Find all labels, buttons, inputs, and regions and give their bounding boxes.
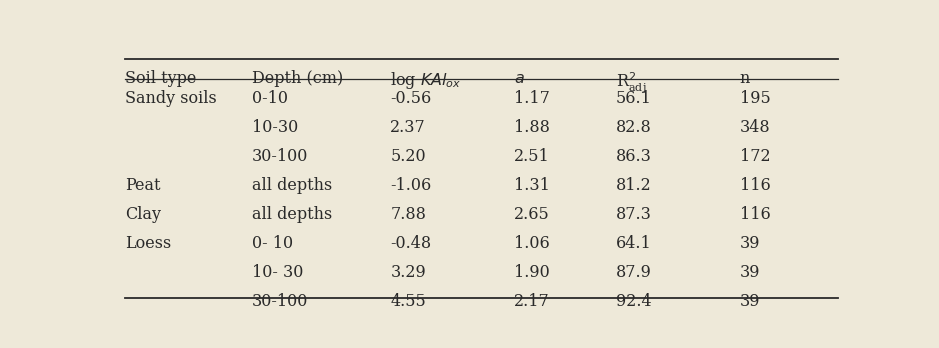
Text: Clay: Clay [125,206,161,223]
Text: 87.9: 87.9 [616,264,652,280]
Text: 172: 172 [740,148,770,165]
Text: 116: 116 [740,177,770,194]
Text: -0.56: -0.56 [391,90,432,107]
Text: 0- 10: 0- 10 [252,235,293,252]
Text: 1.90: 1.90 [514,264,549,280]
Text: $a$: $a$ [514,70,525,87]
Text: 2.65: 2.65 [514,206,549,223]
Text: 86.3: 86.3 [616,148,652,165]
Text: Depth (cm): Depth (cm) [252,70,344,87]
Text: 195: 195 [740,90,770,107]
Text: 64.1: 64.1 [616,235,652,252]
Text: 3.29: 3.29 [391,264,426,280]
Text: 10- 30: 10- 30 [252,264,303,280]
Text: 30-100: 30-100 [252,293,308,310]
Text: 4.55: 4.55 [391,293,426,310]
Text: all depths: all depths [252,177,332,194]
Text: Peat: Peat [125,177,161,194]
Text: 92.4: 92.4 [616,293,652,310]
Text: n: n [740,70,750,87]
Text: 39: 39 [740,235,760,252]
Text: 87.3: 87.3 [616,206,652,223]
Text: all depths: all depths [252,206,332,223]
Text: 1.88: 1.88 [514,119,550,136]
Text: 82.8: 82.8 [616,119,652,136]
Text: 10-30: 10-30 [252,119,299,136]
Text: -0.48: -0.48 [391,235,431,252]
Text: 2.17: 2.17 [514,293,549,310]
Text: log $KAl_{ox}$: log $KAl_{ox}$ [391,70,462,91]
Text: Loess: Loess [125,235,171,252]
Text: 81.2: 81.2 [616,177,652,194]
Text: 0-10: 0-10 [252,90,288,107]
Text: Sandy soils: Sandy soils [125,90,216,107]
Text: 56.1: 56.1 [616,90,652,107]
Text: Soil type: Soil type [125,70,196,87]
Text: 2.51: 2.51 [514,148,549,165]
Text: 116: 116 [740,206,770,223]
Text: 1.06: 1.06 [514,235,549,252]
Text: 7.88: 7.88 [391,206,426,223]
Text: 348: 348 [740,119,770,136]
Text: 39: 39 [740,293,760,310]
Text: 30-100: 30-100 [252,148,308,165]
Text: 2.37: 2.37 [391,119,426,136]
Text: 5.20: 5.20 [391,148,426,165]
Text: 39: 39 [740,264,760,280]
Text: -1.06: -1.06 [391,177,432,194]
Text: R$^{2}_{\mathregular{adj}}$: R$^{2}_{\mathregular{adj}}$ [616,70,646,95]
Text: 1.17: 1.17 [514,90,550,107]
Text: 1.31: 1.31 [514,177,550,194]
